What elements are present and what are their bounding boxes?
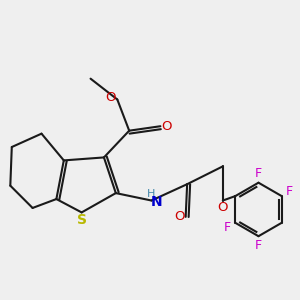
Text: O: O bbox=[174, 210, 184, 224]
Text: S: S bbox=[76, 213, 87, 227]
Text: F: F bbox=[255, 167, 262, 180]
Text: N: N bbox=[151, 195, 163, 209]
Text: F: F bbox=[286, 185, 293, 198]
Text: O: O bbox=[218, 201, 228, 214]
Text: O: O bbox=[106, 92, 116, 104]
Text: H: H bbox=[147, 189, 156, 199]
Text: F: F bbox=[255, 238, 262, 252]
Text: F: F bbox=[224, 221, 231, 234]
Text: O: O bbox=[162, 120, 172, 133]
